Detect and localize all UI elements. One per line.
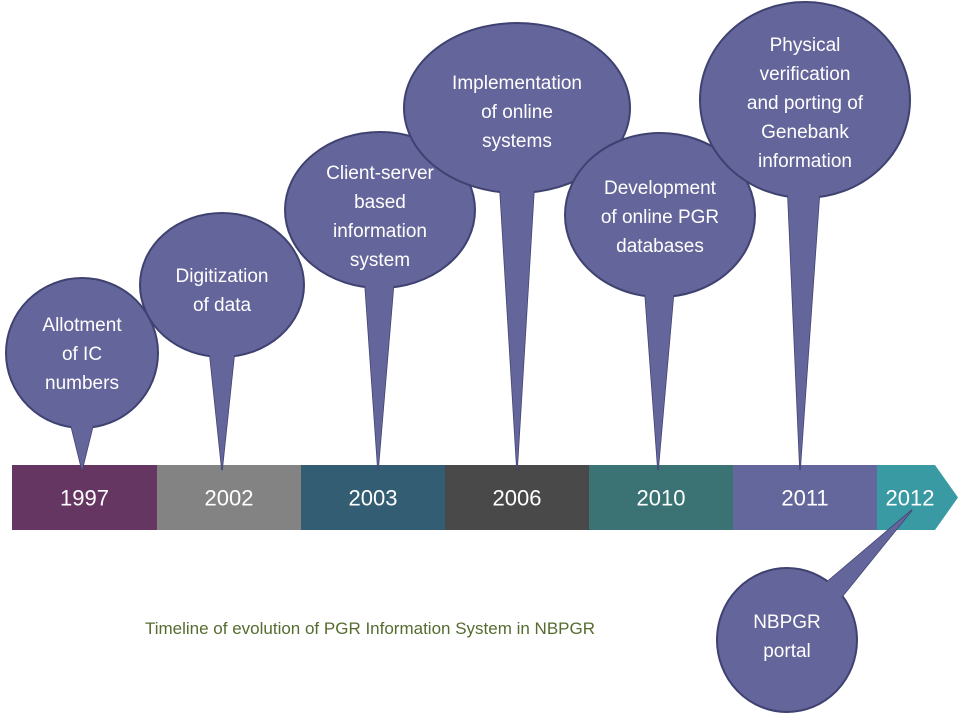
event-text-line: Client-server xyxy=(326,163,434,184)
year-label: 2010 xyxy=(637,486,686,511)
segment-2011 xyxy=(733,465,877,530)
segment-2002 xyxy=(157,465,301,530)
caption: Timeline of evolution of PGR Information… xyxy=(145,619,595,638)
segment-2003 xyxy=(301,465,445,530)
event-text-line: system xyxy=(350,250,410,271)
event-text-line: of IC xyxy=(62,344,102,365)
event-text-line: verification xyxy=(760,64,851,85)
timeline-bar: 1997 2002 2003 2006 2010 2011 2012 xyxy=(12,465,958,530)
bubble-pointer-fill xyxy=(644,291,674,470)
year-label: 2002 xyxy=(205,486,254,511)
segment-2010 xyxy=(589,465,733,530)
year-label: 2012 xyxy=(886,486,935,511)
event-text-line: and porting of xyxy=(747,93,864,114)
year-label: 1997 xyxy=(60,486,109,511)
event-bubbles: Allotment of IC numbers Digitization of data… xyxy=(5,1,913,713)
event-text-line: information xyxy=(758,151,852,172)
bubble-pointer-fill xyxy=(70,423,94,470)
event-text-line: NBPGR xyxy=(753,612,821,633)
event-text-line: portal xyxy=(763,641,811,662)
event-text-line: Physical xyxy=(770,35,841,56)
event-text-line: information xyxy=(333,221,427,242)
event-text-line: based xyxy=(354,192,406,213)
event-text-line: Implementation xyxy=(452,73,582,94)
event-bubble-2012: NBPGR portal xyxy=(716,509,913,713)
year-label: 2006 xyxy=(493,486,542,511)
event-bubble-2006: Implementation of online systems xyxy=(403,22,631,471)
event-text-line: of online xyxy=(481,102,553,123)
event-text-line: databases xyxy=(616,236,704,257)
event-bubble-1997: Allotment of IC numbers xyxy=(5,277,159,471)
year-label: 2011 xyxy=(781,486,828,511)
bubble-pointer-fill xyxy=(209,352,235,470)
year-label: 2003 xyxy=(349,486,398,511)
event-text-line: Digitization xyxy=(176,266,269,287)
segment-2006 xyxy=(445,465,589,530)
event-text-line: systems xyxy=(482,131,552,152)
event-text-line: of online PGR xyxy=(601,207,719,228)
segment-1997 xyxy=(12,465,157,530)
event-bubble-2002: Digitization of data xyxy=(139,212,305,471)
event-bubble-2003: Client-server based information system xyxy=(284,131,476,471)
segment-2012-arrow xyxy=(877,465,958,530)
event-text-line: Development xyxy=(604,178,717,199)
event-bubble-2011: Physical verification and porting of Geneba… xyxy=(699,1,911,471)
bubble-pointer-fill xyxy=(499,187,535,470)
bubble-shape xyxy=(716,567,858,713)
bubble-pointer-fill xyxy=(364,283,394,470)
event-text-line: Genebank xyxy=(761,122,849,143)
event-text-line: of data xyxy=(193,295,252,316)
event-bubble-2010: Development of online PGR databases xyxy=(564,132,756,471)
bubble-pointer-fill xyxy=(824,510,912,599)
bubble-pointer-fill xyxy=(787,191,820,471)
event-text-line: numbers xyxy=(45,373,119,394)
event-text-line: Allotment xyxy=(42,315,122,336)
